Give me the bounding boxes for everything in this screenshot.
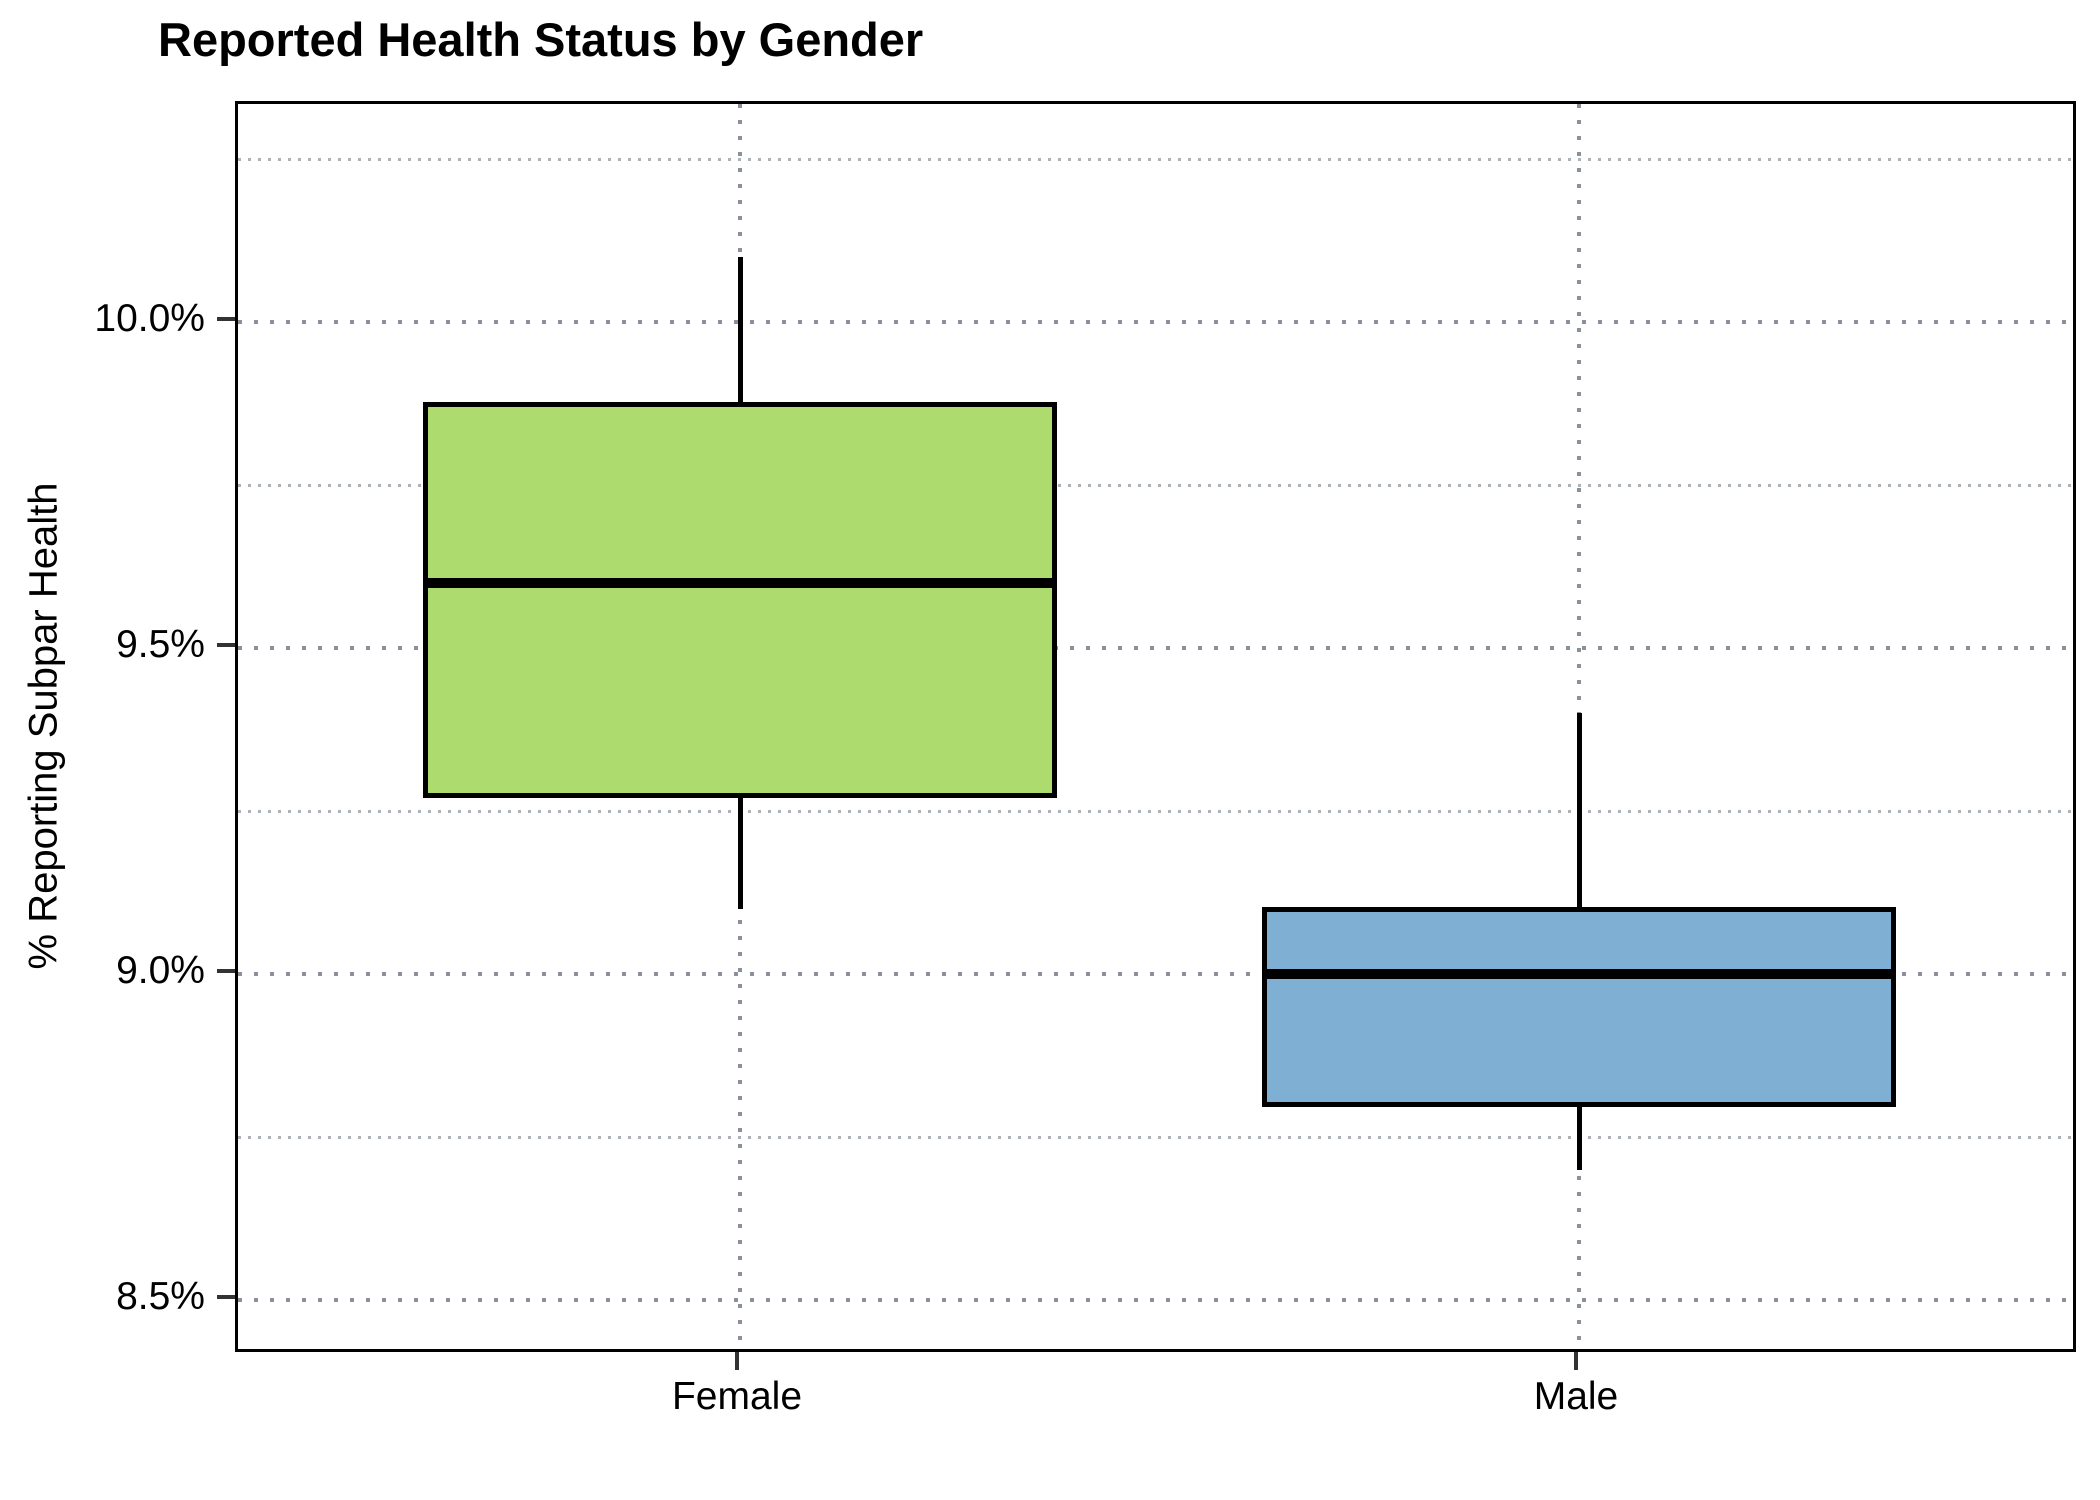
x-axis-tick-female — [735, 1352, 739, 1370]
gridline-minor-9.75 — [238, 484, 2073, 487]
y-axis-tick-10 — [217, 317, 235, 321]
boxplot-female-box — [423, 401, 1057, 798]
y-axis-tick-9.5 — [217, 643, 235, 647]
gridline-major-10 — [238, 320, 2073, 324]
y-axis-tick-8.5 — [217, 1295, 235, 1299]
boxplot-male-box — [1262, 906, 1896, 1108]
category-label-female: Female — [671, 1375, 803, 1418]
y-axis-title: % Reporting Subpar Health — [21, 482, 66, 970]
boxplot-female-upper-whisker — [738, 256, 743, 404]
gridline-major-8.5 — [238, 1298, 2073, 1302]
boxplot-male-upper-whisker — [1577, 713, 1582, 909]
boxplot-female-lower-whisker — [738, 794, 743, 909]
y-axis-tick-9 — [217, 969, 235, 973]
y-axis-tick-label-9.0%: 9.0% — [116, 949, 205, 992]
x-axis-tick-male — [1574, 1352, 1578, 1370]
gridline-minor-9.25 — [238, 810, 2073, 813]
y-axis-tick-label-9.5%: 9.5% — [116, 623, 205, 666]
chart-title: Reported Health Status by Gender — [158, 13, 924, 66]
gridline-major-9.5 — [238, 646, 2073, 650]
y-axis-tick-label-8.5%: 8.5% — [116, 1275, 205, 1318]
plot-panel — [235, 101, 2076, 1352]
y-axis-tick-label-10.0%: 10.0% — [94, 297, 205, 340]
gridline-minor-8.75 — [238, 1136, 2073, 1139]
gridline-minor-10.25 — [238, 158, 2073, 161]
boxplot-female-median — [425, 577, 1055, 588]
category-label-male: Male — [1533, 1375, 1619, 1418]
gridline-major-9 — [238, 972, 2073, 976]
boxplot-male-lower-whisker — [1577, 1104, 1582, 1170]
boxplot-male-median — [1264, 969, 1894, 979]
